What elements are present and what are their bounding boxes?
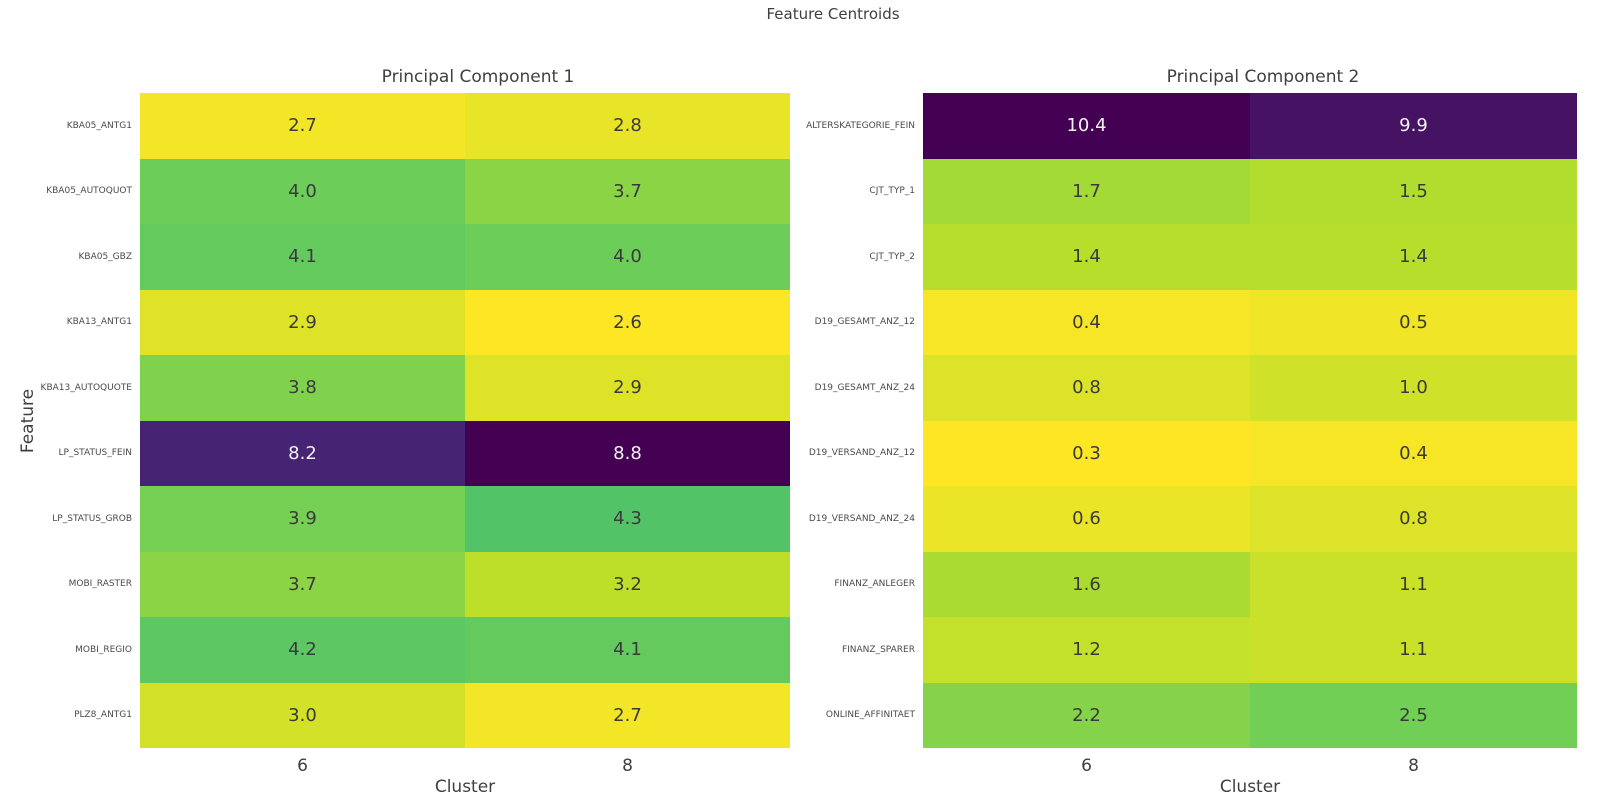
heatmap-row: KBA05_GBZ 4.1 4.0 bbox=[79, 224, 790, 290]
heatmap-cell: 3.2 bbox=[465, 551, 790, 617]
y-tick-label: FINANZ_SPARER bbox=[841, 644, 915, 655]
heatmap-row: FINANZ_SPARER 1.2 1.1 bbox=[842, 617, 1577, 683]
heatmap-cell: 0.4 bbox=[923, 289, 1250, 355]
heatmap-row: LP_STATUS_FEIN 8.2 8.8 bbox=[59, 420, 790, 486]
x-tick-label: 8 bbox=[1408, 756, 1419, 776]
heatmap-row: D19_GESAMT_ANZ_24 0.8 1.0 bbox=[815, 355, 1577, 421]
heatmap-cell: 1.0 bbox=[1250, 355, 1577, 421]
heatmap-cell: 10.4 bbox=[923, 93, 1250, 159]
heatmap-row: KBA05_AUTOQUOT 4.0 3.7 bbox=[46, 158, 790, 224]
heatmap-grid-pc2: ALTERSKATEGORIE_FEIN 10.4 9.9 CJT_TYP_1 1.7 1… bbox=[806, 93, 1577, 748]
y-tick-label: LP_STATUS_FEIN bbox=[58, 448, 132, 459]
y-tick-label: PLZ8_ANTG1 bbox=[74, 710, 132, 721]
heatmap-cell: 4.1 bbox=[465, 617, 790, 683]
heatmap-row: KBA13_AUTOQUOTE 3.8 2.9 bbox=[41, 355, 790, 421]
heatmap-cell: 3.8 bbox=[140, 355, 465, 421]
heatmap-cell: 2.2 bbox=[923, 682, 1250, 748]
heatmap-cell: 4.2 bbox=[140, 617, 465, 683]
x-tick-label: 6 bbox=[1081, 756, 1092, 776]
heatmap-cell: 0.5 bbox=[1250, 289, 1577, 355]
heatmap-cell: 0.8 bbox=[1250, 486, 1577, 552]
heatmap-row: ONLINE_AFFINITAET 2.2 2.5 bbox=[826, 682, 1577, 748]
heatmap-row: PLZ8_ANTG1 3.0 2.7 bbox=[74, 682, 790, 748]
y-tick-label: FINANZ_ANLEGER bbox=[834, 579, 915, 590]
heatmap-cell: 0.3 bbox=[923, 420, 1250, 486]
heatmap-cell: 3.9 bbox=[140, 486, 465, 552]
heatmap-cell: 1.1 bbox=[1250, 551, 1577, 617]
y-tick-label: KBA05_ANTG1 bbox=[66, 120, 132, 131]
heatmap-row: ALTERSKATEGORIE_FEIN 10.4 9.9 bbox=[806, 93, 1577, 159]
y-tick-label: KBA13_AUTOQUOTE bbox=[40, 382, 132, 393]
heatmap-cell: 1.6 bbox=[923, 551, 1250, 617]
x-tick-label: 6 bbox=[297, 756, 308, 776]
heatmap-cell: 2.5 bbox=[1250, 682, 1577, 748]
heatmap-cell: 8.8 bbox=[465, 420, 790, 486]
heatmap-row: KBA13_ANTG1 2.9 2.6 bbox=[67, 289, 790, 355]
heatmap-cell: 2.7 bbox=[140, 93, 465, 159]
y-tick-label: ONLINE_AFFINITAET bbox=[825, 710, 915, 721]
heatmap-cell: 1.7 bbox=[923, 158, 1250, 224]
heatmap-cell: 2.9 bbox=[465, 355, 790, 421]
heatmap-cell: 4.0 bbox=[465, 224, 790, 290]
heatmap-grid-pc1: KBA05_ANTG1 2.7 2.8 KBA05_AUTOQUOT 4.0 3.7 KBA… bbox=[41, 93, 790, 748]
heatmap-cell: 1.4 bbox=[923, 224, 1250, 290]
y-tick-label: D19_VERSAND_ANZ_24 bbox=[808, 513, 915, 524]
heatmap-cell: 0.6 bbox=[923, 486, 1250, 552]
heatmap-row: D19_VERSAND_ANZ_12 0.3 0.4 bbox=[809, 420, 1577, 486]
heatmap-row: KBA05_ANTG1 2.7 2.8 bbox=[67, 93, 790, 159]
heatmap-cell: 3.0 bbox=[140, 682, 465, 748]
y-tick-label: D19_GESAMT_ANZ_24 bbox=[814, 382, 915, 393]
heatmap-cell: 0.8 bbox=[923, 355, 1250, 421]
heatmap-row: CJT_TYP_1 1.7 1.5 bbox=[869, 158, 1577, 224]
heatmap-row: D19_VERSAND_ANZ_24 0.6 0.8 bbox=[809, 486, 1577, 552]
y-tick-label: KBA05_AUTOQUOT bbox=[46, 186, 132, 197]
heatmap-cell: 1.2 bbox=[923, 617, 1250, 683]
heatmap-cell: 4.3 bbox=[465, 486, 790, 552]
y-tick-label: CJT_TYP_1 bbox=[869, 186, 915, 197]
y-tick-label: KBA05_GBZ bbox=[78, 251, 133, 262]
y-axis-label: Feature bbox=[18, 388, 38, 453]
heatmap-cell: 2.8 bbox=[465, 93, 790, 159]
heatmap-row: MOBI_REGIO 4.2 4.1 bbox=[75, 617, 790, 683]
heatmap-row: FINANZ_ANLEGER 1.6 1.1 bbox=[834, 551, 1577, 617]
x-axis-label-pc1: Cluster bbox=[434, 777, 496, 797]
y-tick-label: MOBI_RASTER bbox=[68, 579, 132, 590]
y-tick-label: MOBI_REGIO bbox=[75, 644, 132, 655]
axes-title-pc2: Principal Component 2 bbox=[1166, 67, 1360, 87]
heatmap-cell: 8.2 bbox=[140, 420, 465, 486]
x-tick-label: 8 bbox=[622, 756, 633, 776]
y-tick-label: D19_VERSAND_ANZ_12 bbox=[808, 448, 915, 459]
heatmap-cell: 1.1 bbox=[1250, 617, 1577, 683]
heatmap-pc2: Principal Component 2 ALTERSKATEGORIE_FE… bbox=[806, 67, 1577, 797]
y-tick-label: CJT_TYP_2 bbox=[869, 251, 915, 262]
heatmap-cell: 9.9 bbox=[1250, 93, 1577, 159]
heatmap-cell: 2.7 bbox=[465, 682, 790, 748]
heatmap-cell: 1.5 bbox=[1250, 158, 1577, 224]
axes-title-pc1: Principal Component 1 bbox=[381, 67, 575, 87]
y-tick-label: ALTERSKATEGORIE_FEIN bbox=[806, 120, 915, 131]
figure-title: Feature Centroids bbox=[766, 5, 900, 23]
y-tick-label: D19_GESAMT_ANZ_12 bbox=[814, 317, 915, 328]
heatmap-cell: 4.1 bbox=[140, 224, 465, 290]
y-tick-label: LP_STATUS_GROB bbox=[52, 513, 132, 524]
heatmap-cell: 3.7 bbox=[140, 551, 465, 617]
heatmap-cell: 2.9 bbox=[140, 289, 465, 355]
heatmap-row: MOBI_RASTER 3.7 3.2 bbox=[69, 551, 790, 617]
x-axis-label-pc2: Cluster bbox=[1219, 777, 1281, 797]
heatmap-cell: 2.6 bbox=[465, 289, 790, 355]
heatmap-cell: 4.0 bbox=[140, 158, 465, 224]
heatmap-cell: 0.4 bbox=[1250, 420, 1577, 486]
heatmap-pc1: Principal Component 1 Feature KBA05_ANTG… bbox=[18, 67, 790, 797]
heatmap-cell: 1.4 bbox=[1250, 224, 1577, 290]
heatmap-row: D19_GESAMT_ANZ_12 0.4 0.5 bbox=[815, 289, 1577, 355]
y-tick-label: KBA13_ANTG1 bbox=[66, 317, 132, 328]
heatmap-row: CJT_TYP_2 1.4 1.4 bbox=[869, 224, 1577, 290]
heatmap-cell: 3.7 bbox=[465, 158, 790, 224]
heatmap-row: LP_STATUS_GROB 3.9 4.3 bbox=[52, 486, 790, 552]
